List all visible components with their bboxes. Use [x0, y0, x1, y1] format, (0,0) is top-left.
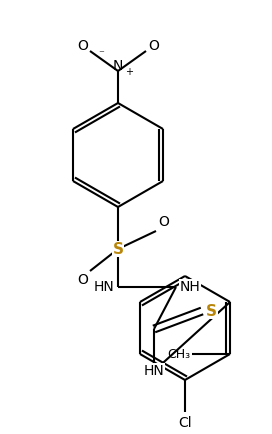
- Text: N: N: [113, 59, 123, 73]
- Text: NH: NH: [180, 280, 201, 294]
- Text: HN: HN: [93, 280, 114, 294]
- Text: O: O: [77, 39, 88, 53]
- Text: Cl: Cl: [178, 416, 192, 430]
- Text: ⁻: ⁻: [98, 49, 104, 59]
- Text: O: O: [158, 215, 169, 229]
- Text: S: S: [113, 241, 123, 256]
- Text: CH₃: CH₃: [167, 348, 190, 361]
- Text: +: +: [125, 67, 133, 77]
- Text: O: O: [77, 273, 88, 287]
- Text: S: S: [206, 303, 217, 319]
- Text: HN: HN: [144, 364, 164, 378]
- Text: O: O: [148, 39, 159, 53]
